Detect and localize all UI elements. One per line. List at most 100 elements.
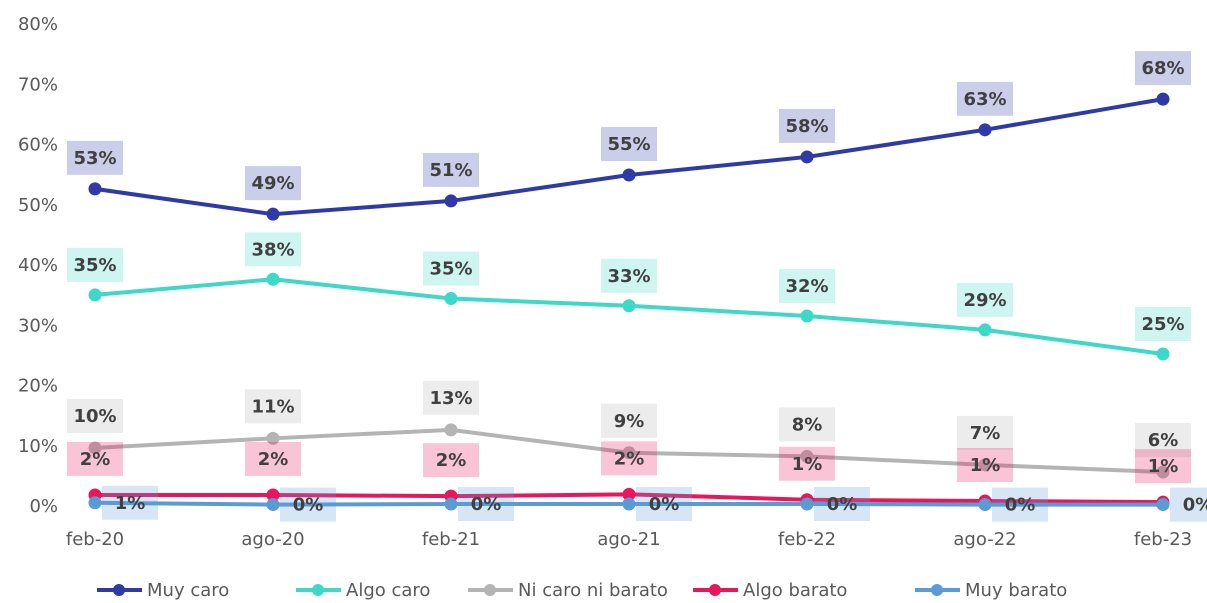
- data-label-box: [102, 485, 158, 520]
- point: [88, 441, 102, 455]
- data-label-text: 11%: [251, 396, 294, 417]
- y-tick-label: 40%: [18, 255, 58, 276]
- point: [266, 207, 280, 221]
- point: [800, 309, 814, 323]
- x-tick-label: ago-21: [597, 529, 660, 550]
- data-label: 9%: [601, 403, 657, 438]
- data-label-text: 8%: [792, 414, 823, 435]
- data-label-text: 63%: [963, 89, 1006, 110]
- data-label: 58%: [779, 108, 835, 143]
- data-label: 68%: [1135, 51, 1191, 86]
- data-label-box: [280, 487, 336, 522]
- x-tick-label: feb-20: [66, 529, 124, 550]
- x-tick-label: feb-23: [1134, 529, 1192, 550]
- data-label-box: [957, 282, 1013, 317]
- x-tick-label: ago-22: [953, 529, 1016, 550]
- point: [622, 168, 636, 182]
- data-label: 49%: [245, 166, 301, 201]
- data-label: 63%: [957, 81, 1013, 116]
- data-label-box: [1135, 306, 1191, 341]
- data-label: 35%: [423, 251, 479, 286]
- point: [266, 431, 280, 445]
- legend-label: Ni caro ni barato: [518, 580, 668, 601]
- y-tick-label: 30%: [18, 315, 58, 336]
- data-label-box: [423, 251, 479, 286]
- data-label-box: [67, 247, 123, 282]
- legend-dot: [312, 584, 324, 596]
- data-label-text: 53%: [73, 148, 116, 169]
- data-label: 0%: [1170, 487, 1207, 522]
- data-label: 51%: [423, 152, 479, 187]
- point: [1156, 347, 1170, 361]
- data-label: 53%: [67, 140, 123, 175]
- point: [800, 449, 814, 463]
- y-tick-label: 60%: [18, 135, 58, 156]
- data-label-text: 51%: [429, 160, 472, 181]
- data-label-box: [423, 152, 479, 187]
- point: [622, 497, 636, 511]
- x-tick-label: feb-22: [778, 529, 836, 550]
- legend-dot: [709, 584, 721, 596]
- data-label-text: 0%: [1183, 495, 1207, 516]
- data-label-text: 33%: [607, 266, 650, 287]
- point: [622, 299, 636, 313]
- data-label: 55%: [601, 127, 657, 162]
- data-label-box: [779, 108, 835, 143]
- y-tick-label: 20%: [18, 376, 58, 397]
- point: [978, 498, 992, 512]
- data-label-box: [1135, 423, 1191, 458]
- point: [444, 292, 458, 306]
- point: [1156, 465, 1170, 479]
- data-label-box: [1135, 51, 1191, 86]
- data-label: 33%: [601, 258, 657, 293]
- data-label: 1%: [102, 485, 158, 520]
- data-label-text: 10%: [73, 406, 116, 427]
- x-tick-label: feb-21: [422, 529, 480, 550]
- y-tick-label: 50%: [18, 195, 58, 216]
- point: [800, 497, 814, 511]
- data-label-box: [67, 140, 123, 175]
- data-label: 25%: [1135, 306, 1191, 341]
- data-label-box: [1135, 449, 1191, 484]
- data-label-text: 25%: [1141, 314, 1184, 335]
- data-label-text: 35%: [73, 255, 116, 276]
- point: [978, 458, 992, 472]
- data-label-text: 6%: [1148, 430, 1179, 451]
- legend-item: Ni caro ni barato: [468, 580, 668, 601]
- data-label: 0%: [458, 486, 514, 521]
- data-label: 2%: [423, 443, 479, 478]
- data-label-box: [423, 443, 479, 478]
- data-label: 0%: [814, 486, 870, 521]
- legend-label: Muy barato: [965, 580, 1067, 601]
- data-label: 11%: [245, 389, 301, 424]
- data-label-text: 1%: [970, 455, 1001, 476]
- data-label-box: [601, 441, 657, 476]
- data-label-text: 1%: [1148, 456, 1179, 477]
- data-label: 7%: [957, 415, 1013, 450]
- data-label-box: [779, 446, 835, 481]
- legend-item: Muy caro: [97, 580, 229, 601]
- point: [622, 446, 636, 460]
- point: [88, 496, 102, 510]
- data-label-box: [636, 486, 692, 521]
- point: [444, 194, 458, 208]
- data-label: 38%: [245, 232, 301, 267]
- legend-item: Algo barato: [693, 580, 847, 601]
- data-label-text: 0%: [471, 494, 502, 515]
- point: [1156, 498, 1170, 512]
- data-label-text: 58%: [785, 116, 828, 137]
- data-label-text: 0%: [1005, 495, 1036, 516]
- point: [622, 487, 636, 501]
- data-label-box: [992, 487, 1048, 522]
- point: [444, 423, 458, 437]
- data-label-text: 38%: [251, 239, 294, 260]
- data-label-text: 9%: [614, 411, 645, 432]
- data-label-text: 35%: [429, 259, 472, 280]
- point: [444, 497, 458, 511]
- legend-dot: [484, 584, 496, 596]
- data-label-text: 2%: [258, 449, 289, 470]
- data-label-box: [814, 486, 870, 521]
- data-label: 0%: [992, 487, 1048, 522]
- data-label: 6%: [1135, 423, 1191, 458]
